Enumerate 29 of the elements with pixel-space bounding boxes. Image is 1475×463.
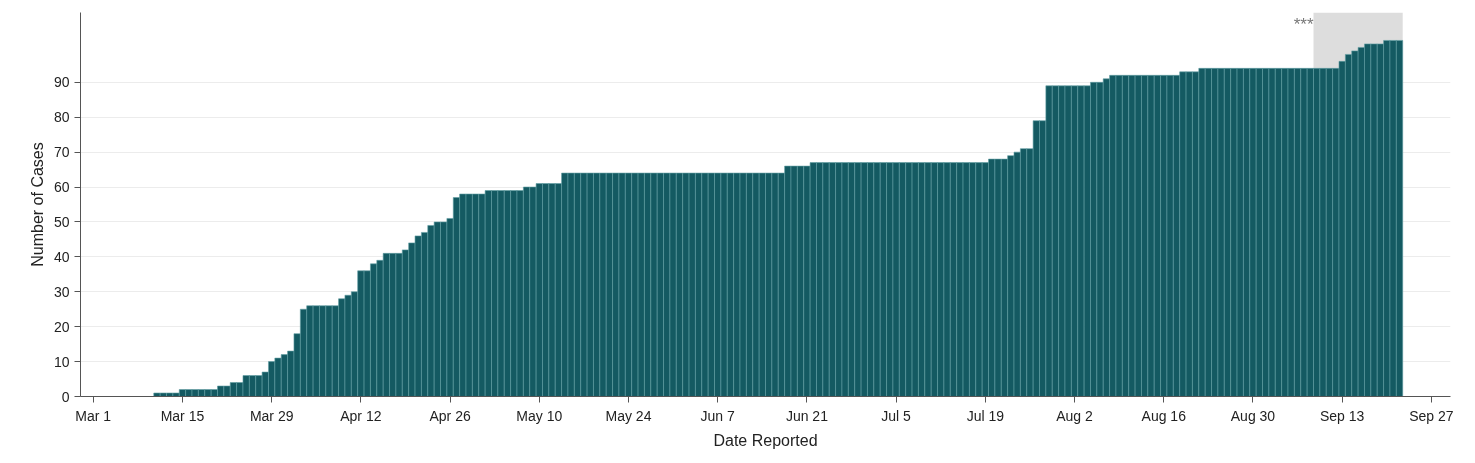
y-tick-label: 10 xyxy=(53,353,70,370)
x-tick-label: Mar 29 xyxy=(249,407,294,424)
y-tick-label: 40 xyxy=(53,248,70,265)
y-tick-label: 50 xyxy=(53,213,70,230)
x-tick-label: May 24 xyxy=(605,407,652,424)
x-tick-label: Sep 13 xyxy=(1319,407,1365,424)
y-tick-label: 20 xyxy=(53,318,70,335)
y-tick-label: 60 xyxy=(53,179,70,196)
x-tick-label: Mar 1 xyxy=(75,407,112,424)
y-tick-label: 90 xyxy=(53,74,70,91)
y-tick-label: 0 xyxy=(61,388,70,405)
y-tick-label: 70 xyxy=(53,144,70,161)
band-label: *** xyxy=(1293,14,1314,34)
y-axis-title: Number of Cases xyxy=(28,142,46,267)
x-tick-label: Jun 7 xyxy=(700,407,736,424)
x-tick-label: Mar 15 xyxy=(160,407,205,424)
x-tick-label: Aug 30 xyxy=(1230,407,1276,424)
x-tick-label: Jul 19 xyxy=(966,407,1005,424)
x-tick-label: Apr 12 xyxy=(340,407,382,424)
y-tick-label: 80 xyxy=(53,109,70,126)
x-tick-label: Sep 27 xyxy=(1409,407,1454,424)
x-tick-label: May 10 xyxy=(516,407,563,424)
x-axis-title: Date Reported xyxy=(713,431,818,449)
x-tick-label: Jun 21 xyxy=(785,407,829,424)
y-tick-label: 30 xyxy=(53,283,70,300)
x-tick-label: Apr 26 xyxy=(429,407,471,424)
x-tick-label: Jul 5 xyxy=(881,407,912,424)
x-tick-label: Aug 2 xyxy=(1056,407,1094,424)
x-tick-label: Aug 16 xyxy=(1141,407,1187,424)
